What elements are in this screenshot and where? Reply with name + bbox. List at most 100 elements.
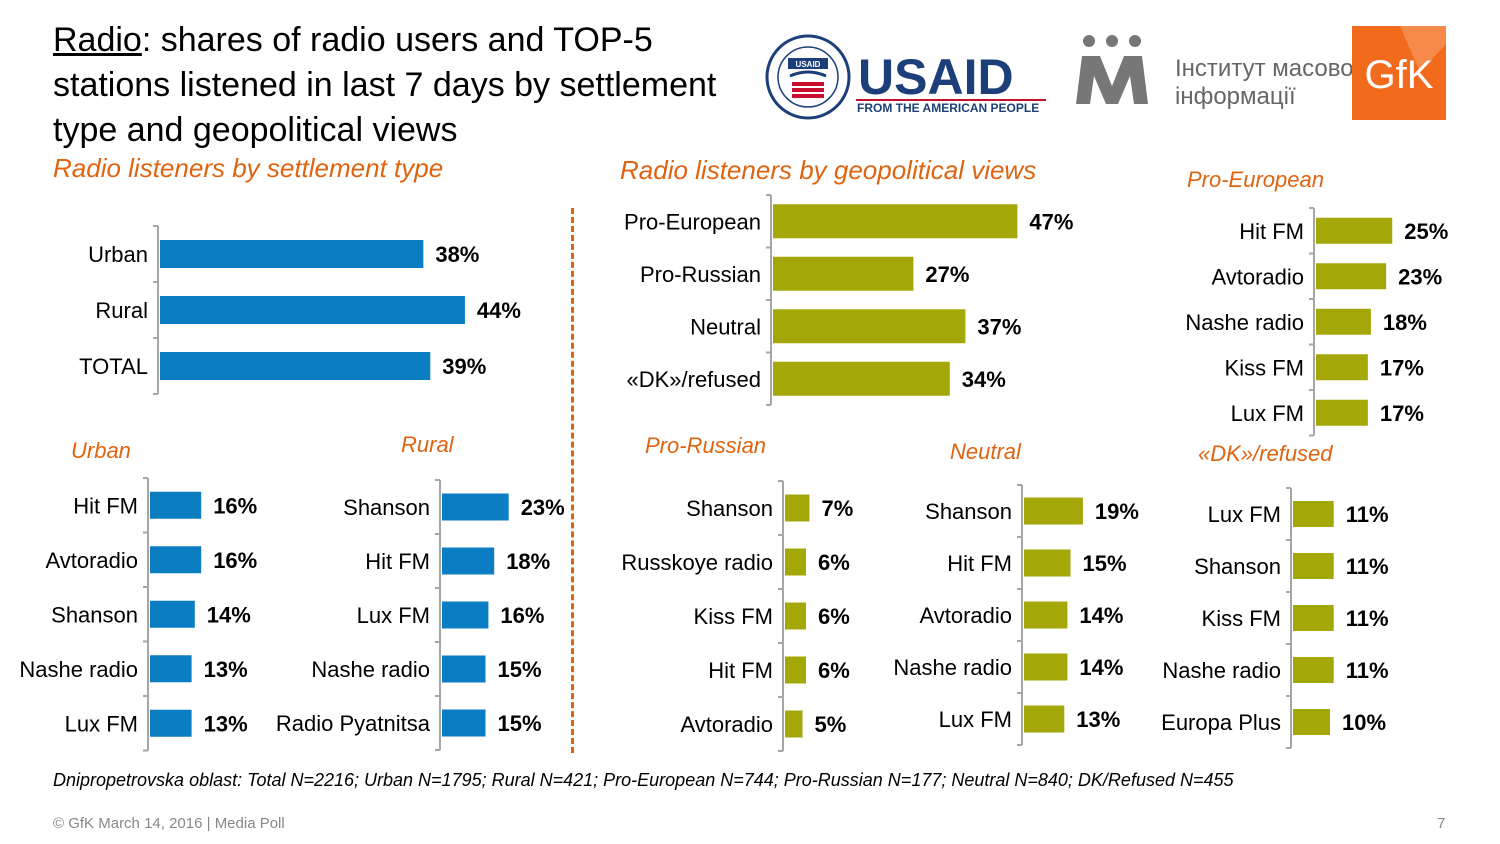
urban-stations-bar-chart: Hit FM 16% Avtoradio 16% Shanson 14% Nashe rad… bbox=[19, 477, 257, 752]
title-rest: : shares of radio users and TOP-5 statio… bbox=[53, 21, 717, 149]
imi-logo: Інститут масової інформації bbox=[1076, 35, 1361, 110]
bar-pro-russian bbox=[773, 256, 914, 291]
value-label-nashe-radio: 18% bbox=[1383, 310, 1427, 335]
category-label-pro-european: Pro-European bbox=[624, 209, 761, 234]
page-number: 7 bbox=[1437, 815, 1446, 832]
pro-russian-stations-bar-chart: Shanson 7% Russkoye radio 6% Kiss FM 6% Hit FM… bbox=[621, 480, 854, 752]
bar-total bbox=[160, 352, 431, 380]
bar-avtoradio bbox=[150, 546, 202, 574]
value-label-lux-fm: 13% bbox=[1076, 707, 1120, 732]
pro-european-stations-bar-chart: Hit FM 25% Avtoradio 23% Nashe radio 18% Kiss … bbox=[1185, 207, 1448, 437]
bar-urban bbox=[160, 240, 424, 268]
bar-shanson bbox=[150, 600, 195, 628]
geo-views-bar-chart: Pro-European 47% Pro-Russian 27% Neutral 37% «… bbox=[624, 194, 1073, 406]
bar-hit-fm bbox=[785, 656, 806, 684]
bar-hit-fm bbox=[1316, 217, 1393, 244]
bar-shanson bbox=[1024, 497, 1083, 525]
category-label-lux-fm: Lux FM bbox=[65, 711, 138, 736]
bar-avtoradio bbox=[1316, 263, 1387, 290]
value-label-avtoradio: 23% bbox=[1398, 264, 1442, 289]
settlement-bar-chart: Urban 38% Rural 44% TOTAL 39% bbox=[79, 225, 521, 395]
value-label-shanson: 19% bbox=[1095, 499, 1139, 524]
bar-dk-refused bbox=[773, 361, 950, 396]
value-label-neutral: 37% bbox=[977, 314, 1021, 339]
neutral-chart-title: Neutral bbox=[950, 439, 1021, 464]
category-label-shanson: Shanson bbox=[686, 496, 773, 521]
bar-kiss-fm bbox=[1316, 354, 1368, 381]
bar-europa-plus bbox=[1293, 709, 1330, 735]
bar-rural bbox=[160, 296, 465, 324]
category-label-dk-refused: «DK»/refused bbox=[626, 367, 761, 392]
category-label-shanson: Shanson bbox=[51, 602, 138, 627]
category-label-radio-pyatnitsa: Radio Pyatnitsa bbox=[276, 711, 431, 736]
value-label-nashe-radio: 11% bbox=[1346, 658, 1389, 683]
bar-kiss-fm bbox=[785, 602, 806, 630]
category-label-total: TOTAL bbox=[79, 354, 148, 379]
bar-lux-fm bbox=[442, 601, 489, 629]
value-label-lux-fm: 16% bbox=[500, 603, 544, 628]
dk-refused-chart-title: «DK»/refused bbox=[1198, 441, 1333, 466]
value-label-hit-fm: 6% bbox=[818, 658, 850, 683]
value-label-kiss-fm: 17% bbox=[1380, 355, 1424, 380]
value-label-europa-plus: 10% bbox=[1342, 710, 1386, 735]
bar-neutral bbox=[773, 309, 966, 344]
category-label-lux-fm: Lux FM bbox=[1231, 401, 1304, 426]
bar-nashe-radio bbox=[1316, 308, 1371, 335]
bar-hit-fm bbox=[1024, 549, 1071, 577]
category-label-avtoradio: Avtoradio bbox=[680, 712, 773, 737]
value-label-shanson: 7% bbox=[822, 496, 854, 521]
value-label-pro-european: 47% bbox=[1029, 209, 1073, 234]
logos-svg: USAID USAID FROM THE AMERICAN PEOPLE Інс… bbox=[765, 26, 1446, 120]
category-label-shanson: Shanson bbox=[1194, 554, 1281, 579]
category-label-europa-plus: Europa Plus bbox=[1161, 710, 1281, 735]
rural-chart-title: Rural bbox=[401, 432, 454, 457]
title-underlined-word: Radio bbox=[53, 21, 142, 59]
category-label-avtoradio: Avtoradio bbox=[919, 603, 1012, 628]
bar-pro-european bbox=[773, 204, 1018, 239]
category-label-neutral: Neutral bbox=[690, 314, 761, 339]
value-label-shanson: 11% bbox=[1346, 554, 1389, 579]
gfk-logo: GfK bbox=[1352, 26, 1446, 120]
bar-lux-fm bbox=[1316, 399, 1368, 426]
bar-nashe-radio bbox=[150, 655, 192, 683]
bar-nashe-radio bbox=[1024, 653, 1068, 681]
value-label-total: 39% bbox=[442, 354, 486, 379]
value-label-avtoradio: 5% bbox=[815, 712, 847, 737]
value-label-hit-fm: 15% bbox=[1083, 551, 1127, 576]
category-label-nashe-radio: Nashe radio bbox=[311, 657, 430, 682]
category-label-nashe-radio: Nashe radio bbox=[1162, 658, 1281, 683]
category-label-lux-fm: Lux FM bbox=[357, 603, 430, 628]
bar-shanson bbox=[785, 494, 810, 522]
bar-kiss-fm bbox=[1293, 605, 1334, 631]
bar-nashe-radio bbox=[1293, 657, 1334, 683]
bar-radio-pyatnitsa bbox=[442, 709, 486, 737]
value-label-lux-fm: 17% bbox=[1380, 401, 1424, 426]
bar-lux-fm bbox=[150, 709, 192, 737]
category-label-russkoye-radio: Russkoye radio bbox=[621, 550, 773, 575]
imi-text-line2: інформації bbox=[1175, 83, 1296, 110]
category-label-rural: Rural bbox=[95, 298, 148, 323]
page-title: Radio: shares of radio users and TOP-5 s… bbox=[53, 18, 753, 153]
value-label-kiss-fm: 6% bbox=[818, 604, 850, 629]
category-label-shanson: Shanson bbox=[343, 495, 430, 520]
settlement-chart-title: Radio listeners by settlement type bbox=[53, 153, 444, 183]
category-label-avtoradio: Avtoradio bbox=[1211, 264, 1304, 289]
value-label-russkoye-radio: 6% bbox=[818, 550, 850, 575]
value-label-urban: 38% bbox=[435, 242, 479, 267]
usaid-logo: USAID USAID FROM THE AMERICAN PEOPLE bbox=[765, 34, 1046, 120]
dk-refused-stations-bar-chart: Lux FM 11% Shanson 11% Kiss FM 11% Nashe radio… bbox=[1161, 487, 1389, 749]
category-label-kiss-fm: Kiss FM bbox=[1202, 606, 1281, 631]
urban-chart-title: Urban bbox=[71, 438, 131, 463]
category-label-hit-fm: Hit FM bbox=[947, 551, 1012, 576]
neutral-stations-bar-chart: Shanson 19% Hit FM 15% Avtoradio 14% Nashe rad… bbox=[893, 484, 1139, 746]
bar-avtoradio bbox=[1024, 601, 1068, 629]
value-label-hit-fm: 25% bbox=[1404, 219, 1448, 244]
category-label-nashe-radio: Nashe radio bbox=[893, 655, 1012, 680]
value-label-avtoradio: 16% bbox=[213, 548, 257, 573]
value-label-lux-fm: 13% bbox=[204, 711, 248, 736]
footer-copyright: © GfK March 14, 2016 | Media Poll bbox=[53, 815, 285, 832]
value-label-radio-pyatnitsa: 15% bbox=[498, 711, 542, 736]
geo-chart-title: Radio listeners by geopolitical views bbox=[620, 155, 1037, 185]
category-label-hit-fm: Hit FM bbox=[708, 658, 773, 683]
value-label-lux-fm: 11% bbox=[1346, 502, 1389, 527]
